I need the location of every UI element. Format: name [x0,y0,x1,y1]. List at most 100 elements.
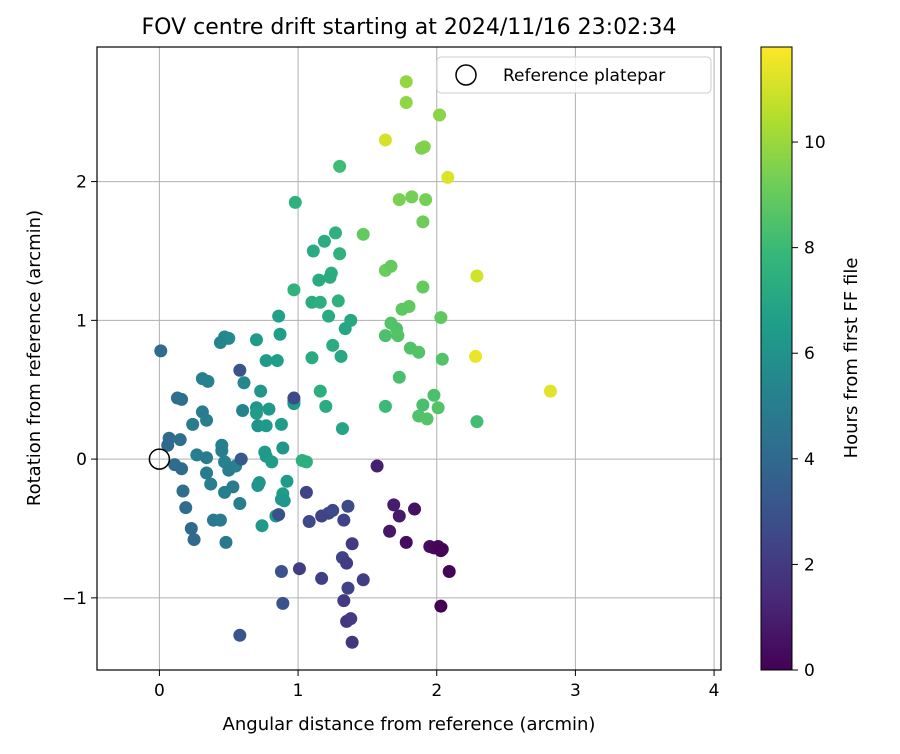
data-point [337,594,351,608]
data-point [313,384,327,398]
data-point [255,519,269,533]
data-point [378,329,392,343]
colorbar-gradient [760,46,793,671]
data-point [416,280,430,294]
data-point [433,108,447,122]
data-point [416,215,430,229]
data-point [175,462,189,476]
x-tick-label: 4 [709,681,720,701]
data-point [270,354,284,368]
reference-marker-layer [148,448,171,470]
data-point [392,193,406,207]
data-point [276,596,290,610]
colorbar-tick-label: 0 [804,661,815,681]
data-point [341,581,355,595]
data-point [315,571,329,585]
data-point [173,433,187,447]
data-point [392,370,406,384]
colorbar-tick-label: 10 [804,133,826,153]
data-point [399,535,413,549]
data-point [317,234,331,248]
x-tick-label: 2 [431,681,442,701]
data-point [222,463,236,477]
data-point [392,509,406,523]
data-point [434,311,448,325]
data-point [233,363,247,377]
y-tick-label: 2 [76,173,87,193]
data-point [435,352,449,366]
data-point [288,195,302,209]
data-point [441,170,455,184]
data-point [408,502,422,516]
data-point [345,537,359,551]
data-point [333,159,347,173]
data-point [200,451,214,465]
data-point [184,521,198,535]
data-point [259,354,273,368]
data-point [399,96,413,110]
data-point [399,75,413,89]
plot-frame [96,46,722,671]
data-point [319,399,333,413]
data-point [431,401,445,415]
data-point [322,309,336,323]
data-point [416,398,430,412]
data-point [378,133,392,147]
data-point [179,501,193,515]
chart-title: FOV centre drift starting at 2024/11/16 … [142,15,677,40]
data-point [280,474,294,488]
data-point [200,466,214,480]
data-point [259,419,273,433]
data-point [434,544,448,558]
x-axis-label: Angular distance from reference (arcmin) [223,714,596,735]
data-point [340,556,354,570]
data-point [412,345,426,359]
data-point [161,438,175,452]
data-point [233,496,247,510]
data-point [274,564,288,578]
data-point [233,628,247,642]
data-point [302,515,316,529]
data-point [187,533,201,547]
data-point [391,329,405,343]
data-point [277,494,291,508]
data-point [383,524,397,538]
data-point [305,351,319,365]
data-point [287,391,301,405]
data-points [154,75,557,649]
data-point [234,452,248,466]
data-point [427,388,441,402]
data-point [384,259,398,273]
data-point [395,302,409,316]
data-point [292,562,306,576]
data-point [236,404,250,418]
reference-platepar-marker [148,448,171,470]
x-tick-label: 3 [570,681,581,701]
legend-label: Reference platepar [503,66,665,86]
data-point [326,338,340,352]
data-point [333,247,347,261]
data-point [420,412,434,426]
data-point [338,322,352,336]
data-point [341,499,355,513]
data-point [331,294,345,308]
data-point [272,309,286,323]
data-point [272,508,286,522]
data-point [387,498,401,512]
y-tick-label: 0 [76,450,87,470]
data-point [254,384,268,398]
data-point [237,376,251,390]
data-point [186,417,200,431]
data-point [274,417,288,431]
data-point [356,227,370,241]
data-point [306,244,320,258]
data-point [345,635,359,649]
data-point [313,295,327,309]
data-point [337,513,351,527]
data-point [287,283,301,297]
data-point [219,535,233,549]
data-point [262,402,276,416]
data-point [213,336,227,350]
legend-box [436,56,712,94]
